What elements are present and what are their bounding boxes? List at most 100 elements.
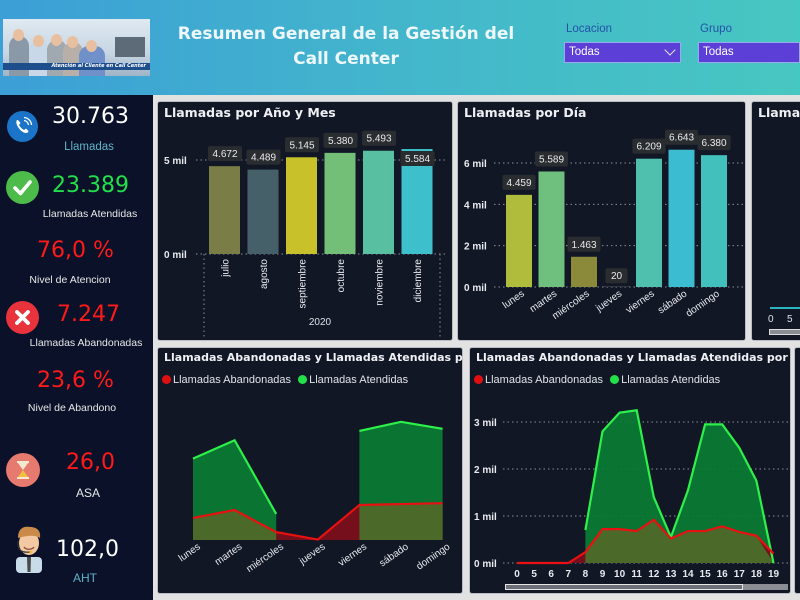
x-tick-label: diciembre bbox=[413, 259, 424, 303]
bar-viernes bbox=[636, 158, 662, 287]
x-tick-label: lunes bbox=[177, 541, 203, 564]
chart-abandonadas-atendidas-por-dia[interactable]: Llamadas Abandonadas y Llamadas Atendida… bbox=[158, 348, 462, 593]
data-label-bg bbox=[502, 174, 536, 190]
legend-label-atendidas: Llamadas Atendidas bbox=[309, 374, 409, 386]
scrollbar-thumb[interactable] bbox=[505, 584, 743, 590]
phone-glyph bbox=[16, 116, 33, 133]
area-overlap bbox=[359, 503, 443, 540]
legend-dot-atendidas bbox=[298, 375, 308, 384]
page-title-line1: Resumen General de la Gestión del bbox=[177, 24, 515, 44]
legend-label-abandonadas: Llamadas Abandonadas bbox=[485, 374, 604, 386]
data-label-bg bbox=[362, 130, 396, 146]
legend-label-atendidas: Llamadas Atendidas bbox=[621, 374, 721, 386]
slicer-grupo-dropdown[interactable]: Todas bbox=[698, 42, 800, 63]
x-tick-label: 11 bbox=[631, 569, 642, 580]
data-label-bg bbox=[246, 149, 281, 165]
bar-diciembre bbox=[401, 149, 433, 254]
x-glyph bbox=[15, 310, 30, 325]
legend-dot-abandonadas bbox=[162, 375, 171, 384]
data-label-bg bbox=[208, 146, 242, 162]
chart-legend: Llamadas Abandonadas Llamadas Atendidas bbox=[474, 374, 720, 386]
data-label: 20 bbox=[611, 271, 623, 282]
data-label-bg bbox=[697, 135, 731, 151]
x-tick-label: 14 bbox=[682, 569, 694, 580]
logo-person-head bbox=[51, 34, 62, 46]
kpi-abandonadas-label: Llamadas Abandonadas bbox=[29, 337, 143, 349]
slicer-locacion-label: Locacion bbox=[566, 23, 613, 35]
scrollbar-track[interactable] bbox=[505, 584, 788, 590]
x-tick-label: 9 bbox=[600, 569, 606, 580]
kpi-nivel-atencion-value: 76,0 % bbox=[37, 238, 114, 263]
logo-person-head bbox=[67, 36, 78, 48]
logo-person-head bbox=[86, 40, 97, 52]
chart-title: Llamadas por Año y Mes bbox=[164, 105, 336, 120]
x-tick-label: 0 bbox=[514, 569, 520, 580]
logo-person bbox=[9, 36, 29, 76]
x-tick-label: domingo bbox=[415, 541, 453, 572]
slicer-grupo-value: Todas bbox=[703, 46, 734, 58]
line-atendidas bbox=[192, 438, 278, 515]
kpi-nivel-abandono-value: 23,6 % bbox=[37, 368, 114, 393]
scrollbar[interactable] bbox=[769, 329, 800, 335]
data-label: 6.380 bbox=[701, 138, 726, 149]
data-label: 4.489 bbox=[251, 153, 276, 164]
call-center-logo-image: Atención al Cliente en Call Center bbox=[3, 19, 150, 76]
y-tick-label: 5 mil bbox=[164, 156, 187, 167]
partial-panel bbox=[795, 348, 800, 593]
chart-canvas: 0 mil 5 mil 4.672 4.489 5.145 5.380 5.493 5.584… bbox=[164, 130, 448, 338]
data-label: 6.209 bbox=[636, 142, 661, 153]
bar-julio bbox=[209, 166, 240, 254]
legend-dot-atendidas bbox=[610, 375, 620, 384]
data-label: 5.589 bbox=[539, 154, 564, 165]
chart-canvas: 0 mil 1 mil 2 mil 3 mil 0 5 6 7 8 9 10 11 12 13 14 15 16… bbox=[474, 409, 788, 580]
data-label: 6.643 bbox=[669, 133, 694, 144]
slicer-locacion-dropdown[interactable]: Todas bbox=[564, 42, 681, 63]
chart-title: Llamadas Abandonadas y Llamadas Atendida… bbox=[476, 351, 790, 364]
data-label-bg bbox=[605, 268, 628, 284]
x-tick-label: miércoles bbox=[245, 541, 286, 575]
y-tick-label: 2 mil bbox=[474, 465, 497, 476]
chart-llamadas-por-dia[interactable]: Llamadas por Día 0 mil 2 mil 4 mil 6 mil 4.4… bbox=[458, 102, 745, 340]
data-label: 4.459 bbox=[506, 178, 531, 189]
logo-monitor bbox=[115, 37, 145, 57]
chart-title: Llamadas bbox=[758, 105, 800, 120]
kpi-asa-label: ASA bbox=[75, 486, 100, 500]
x-axis-title: 2020 bbox=[309, 317, 332, 328]
y-tick-label: 3 mil bbox=[474, 418, 497, 429]
x-tick-label: 12 bbox=[648, 569, 660, 580]
y-tick-label: 0 mil bbox=[164, 250, 187, 261]
chart-canvas: lunes martes miércoles jueves viernes sábado d… bbox=[177, 420, 453, 575]
area-atendidas bbox=[585, 410, 774, 563]
y-tick-label: 0 mil bbox=[474, 559, 497, 570]
x-tick-label: 6 bbox=[548, 569, 554, 580]
x-tick-label: julio bbox=[221, 259, 232, 278]
header-banner: Atención al Cliente en Call Center Resum… bbox=[0, 0, 800, 95]
data-label: 4.672 bbox=[212, 149, 237, 160]
hourglass-glyph bbox=[17, 461, 29, 479]
data-label: 5.145 bbox=[289, 140, 314, 151]
chart-title: Llamadas por Día bbox=[464, 105, 587, 120]
kpi-atendidas-value: 23.389 bbox=[52, 173, 129, 198]
x-tick-label: jueves bbox=[297, 541, 328, 567]
check-glyph bbox=[13, 180, 32, 196]
chart-canvas: 0 mil 2 mil 4 mil 6 mil 4.459 5.589 1.463 20 6.2… bbox=[464, 129, 743, 322]
y-tick-label: 1 mil bbox=[474, 512, 497, 523]
bar-miércoles bbox=[571, 256, 597, 287]
logo-person-head bbox=[13, 29, 24, 41]
line-atendidas bbox=[584, 409, 775, 564]
kpi-atendidas-label: Llamadas Atendidas bbox=[42, 208, 138, 220]
area-overlap bbox=[193, 510, 277, 540]
chart-llamadas-anio-mes[interactable]: Llamadas por Año y Mes 0 mil 5 mil 4.672 4.… bbox=[158, 102, 452, 340]
chart-llamadas-partial[interactable]: Llamadas 0 5 bbox=[752, 102, 800, 340]
y-tick-label: 2 mil bbox=[464, 242, 487, 253]
x-tick-label: 7 bbox=[566, 569, 572, 580]
y-tick-label: 4 mil bbox=[464, 200, 487, 211]
chevron-down-icon bbox=[664, 44, 676, 56]
x-tick-label: 8 bbox=[583, 569, 589, 580]
chart-legend: Llamadas Abandonadas Llamadas Atendidas bbox=[162, 374, 408, 386]
x-tick-label: 5 bbox=[531, 569, 537, 580]
y-tick-label: 0 mil bbox=[464, 283, 487, 294]
x-tick-label: 0 bbox=[768, 314, 774, 325]
line-abandonadas bbox=[517, 518, 775, 565]
chart-abandonadas-atendidas-por-hora[interactable]: Llamadas Abandonadas y Llamadas Atendida… bbox=[470, 348, 790, 593]
